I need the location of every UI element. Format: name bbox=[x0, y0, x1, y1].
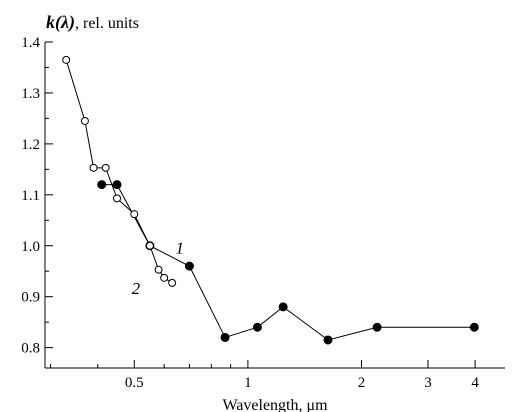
x-tick-label: 4 bbox=[471, 375, 479, 391]
series-1-point bbox=[278, 302, 288, 312]
y-tick-label: 0.9 bbox=[21, 290, 40, 306]
series-1-point bbox=[220, 332, 230, 342]
series-2-point bbox=[130, 210, 139, 219]
series-2-point bbox=[168, 278, 177, 287]
x-tick-label: 1 bbox=[244, 375, 252, 391]
series-1-line bbox=[101, 184, 475, 341]
series-1-point bbox=[112, 180, 122, 190]
x-tick-label: 0.5 bbox=[125, 375, 144, 391]
tick-labels: 0.5 1 2 3 40.80.91.01.11.21.31.4 bbox=[21, 35, 479, 391]
y-axis-title-symbol: k(λ) bbox=[46, 12, 75, 33]
ticks bbox=[45, 41, 476, 368]
y-tick-label: 1.4 bbox=[21, 35, 40, 51]
axes bbox=[44, 42, 505, 369]
y-tick-label: 1.0 bbox=[21, 239, 40, 255]
x-axis-title: Wavelength, μm bbox=[222, 397, 328, 412]
series-2: 2 bbox=[62, 55, 177, 298]
series-1-point bbox=[323, 335, 333, 345]
series-1-point bbox=[252, 322, 262, 332]
x-tick-label: 2 bbox=[358, 375, 366, 391]
series-2-point bbox=[154, 265, 163, 274]
y-tick-label: 1.1 bbox=[21, 188, 40, 204]
y-tick-label: 1.2 bbox=[21, 137, 40, 153]
series-2-point bbox=[89, 163, 98, 172]
series-1-point bbox=[372, 322, 382, 332]
series-2-label: 2 bbox=[132, 279, 141, 298]
series-2-line bbox=[65, 59, 173, 284]
series-1-point bbox=[469, 322, 479, 332]
y-axis-title: k(λ), rel. units bbox=[46, 12, 139, 33]
y-tick-label: 0.8 bbox=[21, 341, 40, 357]
series-2-point bbox=[80, 116, 89, 125]
series-1: 1 bbox=[97, 180, 479, 345]
series-1-label: 1 bbox=[176, 238, 185, 257]
series-2-point bbox=[160, 273, 169, 282]
series-2-point bbox=[101, 163, 110, 172]
y-tick-label: 1.3 bbox=[21, 86, 40, 102]
series-2-point bbox=[113, 194, 122, 203]
y-axis-title-rest: , rel. units bbox=[75, 15, 139, 32]
series-1-point bbox=[97, 180, 107, 190]
series-layer: 12 bbox=[62, 55, 479, 345]
x-tick-label: 3 bbox=[424, 375, 432, 391]
series-2-point bbox=[145, 241, 154, 250]
series-1-point bbox=[184, 261, 194, 271]
series-2-point bbox=[62, 55, 71, 64]
